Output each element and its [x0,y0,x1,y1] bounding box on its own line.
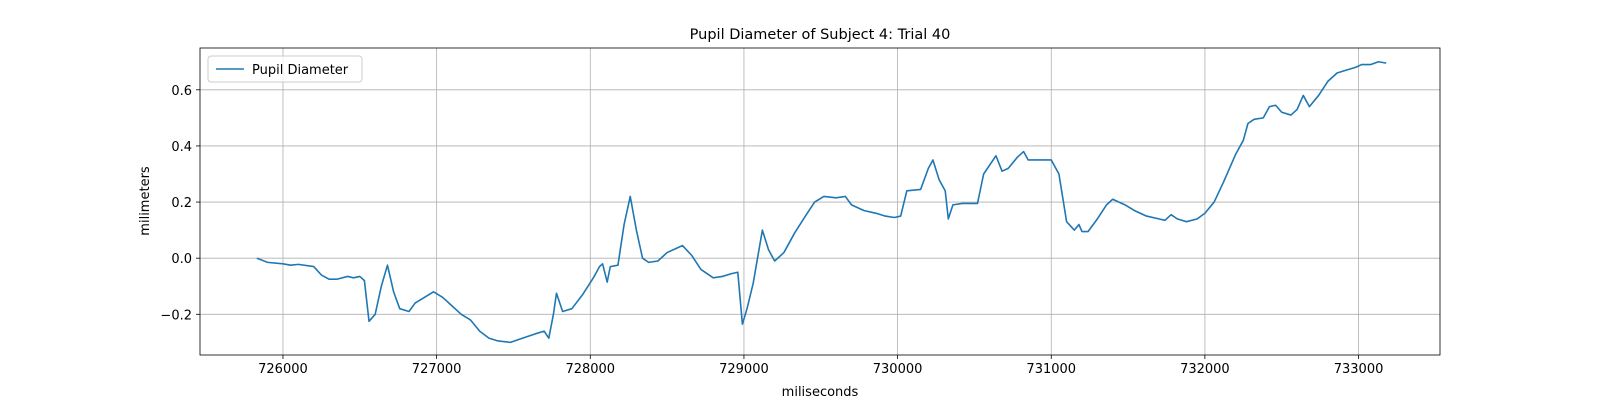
x-tick-label: 730000 [873,362,923,377]
plot-frame [199,47,1441,356]
x-tick-label: 731000 [1026,362,1076,377]
y-axis-label: milimeters [138,166,153,236]
x-tick-label: 729000 [719,362,769,377]
y-tick-label: −0.2 [160,308,192,323]
y-tick-label: 0.6 [171,84,192,99]
y-tick-label: 0.0 [171,252,192,267]
y-tick-label: 0.2 [171,196,192,211]
x-tick-label: 727000 [412,362,462,377]
y-tick-label: 0.4 [171,140,192,155]
x-tick-label: 726000 [258,362,308,377]
x-tick-label: 728000 [565,362,615,377]
legend-label: Pupil Diameter [252,63,349,78]
x-axis-label: miliseconds [782,385,859,400]
data-line [256,60,1387,344]
legend-box [207,55,363,83]
legend: Pupil Diameter [207,55,363,83]
x-tick-label: 732000 [1180,362,1230,377]
chart-title: Pupil Diameter of Subject 4: Trial 40 [690,27,951,43]
x-tick-label: 733000 [1334,362,1384,377]
